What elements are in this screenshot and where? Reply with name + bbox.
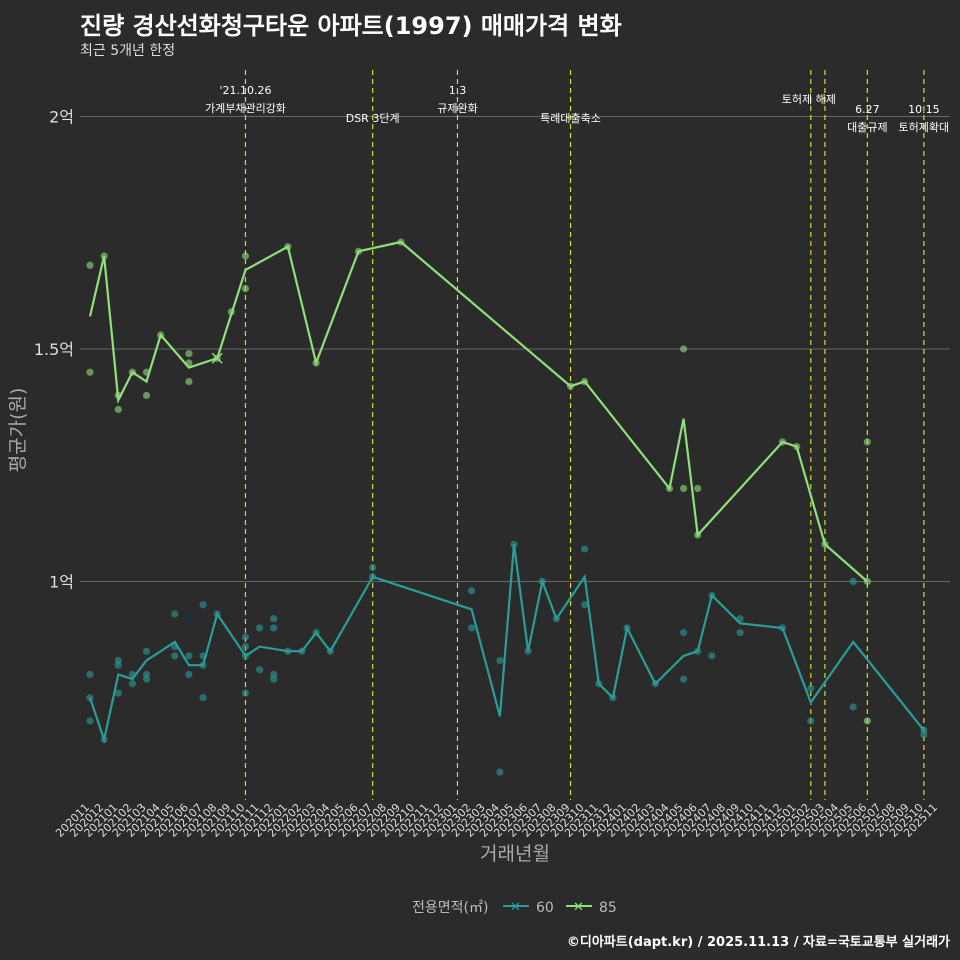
point-85-30 [863,438,871,446]
point-60-58 [736,629,744,637]
event-date-2: 1.3 [449,84,467,97]
point-60-5 [114,661,122,669]
y-tick-label-0: 1억 [49,572,74,591]
axis-layer: 1억1.5억2억20201120201220210120210220210320… [34,107,940,839]
point-85-0 [86,261,94,269]
point-60-61 [807,717,815,725]
x-axis-label: 거래년월 [480,843,550,865]
point-60-62 [849,577,857,586]
y-axis-label: 평균가(원) [7,388,29,473]
event-label-0: 가계부채관리강화 [205,102,286,115]
chart-title: 진량 경산선화청구타운 아파트(1997) 매매가격 변화 [80,12,622,40]
legend-key-85: ✕ [566,900,592,915]
cross-marker-60-0 [183,613,195,625]
point-60-14 [171,652,179,660]
point-60-29 [270,624,278,632]
point-60-26 [256,624,264,632]
event-date-6: 6.27 [855,103,880,116]
point-60-39 [468,624,476,632]
point-60-27 [256,666,264,674]
chart-subtitle: 최근 5개년 한정 [80,43,176,59]
point-60-20 [199,694,207,702]
point-85-4 [114,405,122,414]
point-60-22 [241,633,250,641]
event-label-6: 대출규제 [847,121,887,134]
event-label-2: 규제완화 [437,102,477,115]
point-85-9 [185,350,193,358]
point-60-6 [114,689,122,697]
series-line-85 [88,240,869,583]
point-60-9 [142,647,151,655]
point-60-55 [708,652,716,660]
point-60-17 [199,601,207,609]
point-85-15 [241,284,250,293]
event-label-4: 토허제 해제 [782,92,836,106]
point-60-65 [920,731,928,739]
point-60-2 [86,717,94,725]
legend-label-60: 60 [536,900,554,916]
point-85-25 [694,484,702,493]
point-85-1 [86,368,94,376]
point-60-8 [128,680,136,688]
point-60-53 [680,675,688,683]
point-60-16 [185,670,193,679]
series-line-60 [88,544,925,744]
point-85-32 [863,717,871,725]
event-date-7: 10.15 [908,103,940,116]
legend-title: 전용면적(㎡) [412,900,488,916]
point-60-28 [270,615,278,623]
series-layer [86,238,928,776]
legend-key-60: ✕ [503,900,529,915]
point-60-15 [185,652,193,660]
point-85-14 [241,252,250,260]
source-caption: ©디아파트(dapt.kr) / 2025.11.13 / 자료=국토교통부 실… [566,935,950,950]
point-60-25 [241,689,250,697]
point-60-12 [171,610,179,618]
svg-text:✕: ✕ [510,900,521,915]
point-60-52 [680,629,688,637]
point-85-7 [142,391,151,400]
point-60-0 [86,670,94,679]
point-85-23 [680,345,688,353]
point-60-23 [241,642,250,651]
cross-marker-85-0 [211,352,223,364]
event-label-3: 특례대출축소 [540,112,601,125]
svg-text:✕: ✕ [573,900,584,915]
point-60-40 [496,656,504,665]
point-60-47 [581,601,589,609]
point-60-36 [369,563,377,572]
point-60-11 [142,675,151,683]
point-60-38 [468,587,476,595]
legend-label-85: 85 [599,900,617,916]
event-date-0: '21.10.26 [219,84,271,97]
y-tick-label-1: 1.5억 [34,340,74,359]
y-tick-label-2: 2억 [49,107,74,126]
point-60-46 [581,545,589,553]
point-85-24 [680,484,688,493]
legend: 전용면적(㎡) ✕ 60 ✕ 85 [412,900,617,916]
point-60-41 [496,768,504,776]
point-60-60 [807,684,815,693]
grid-layer [80,115,950,582]
event-label-1: DSR 3단계 [346,112,400,125]
event-label-7: 토허제확대 [899,121,950,134]
point-60-63 [849,703,857,711]
point-85-11 [185,377,193,386]
point-60-31 [270,675,278,683]
